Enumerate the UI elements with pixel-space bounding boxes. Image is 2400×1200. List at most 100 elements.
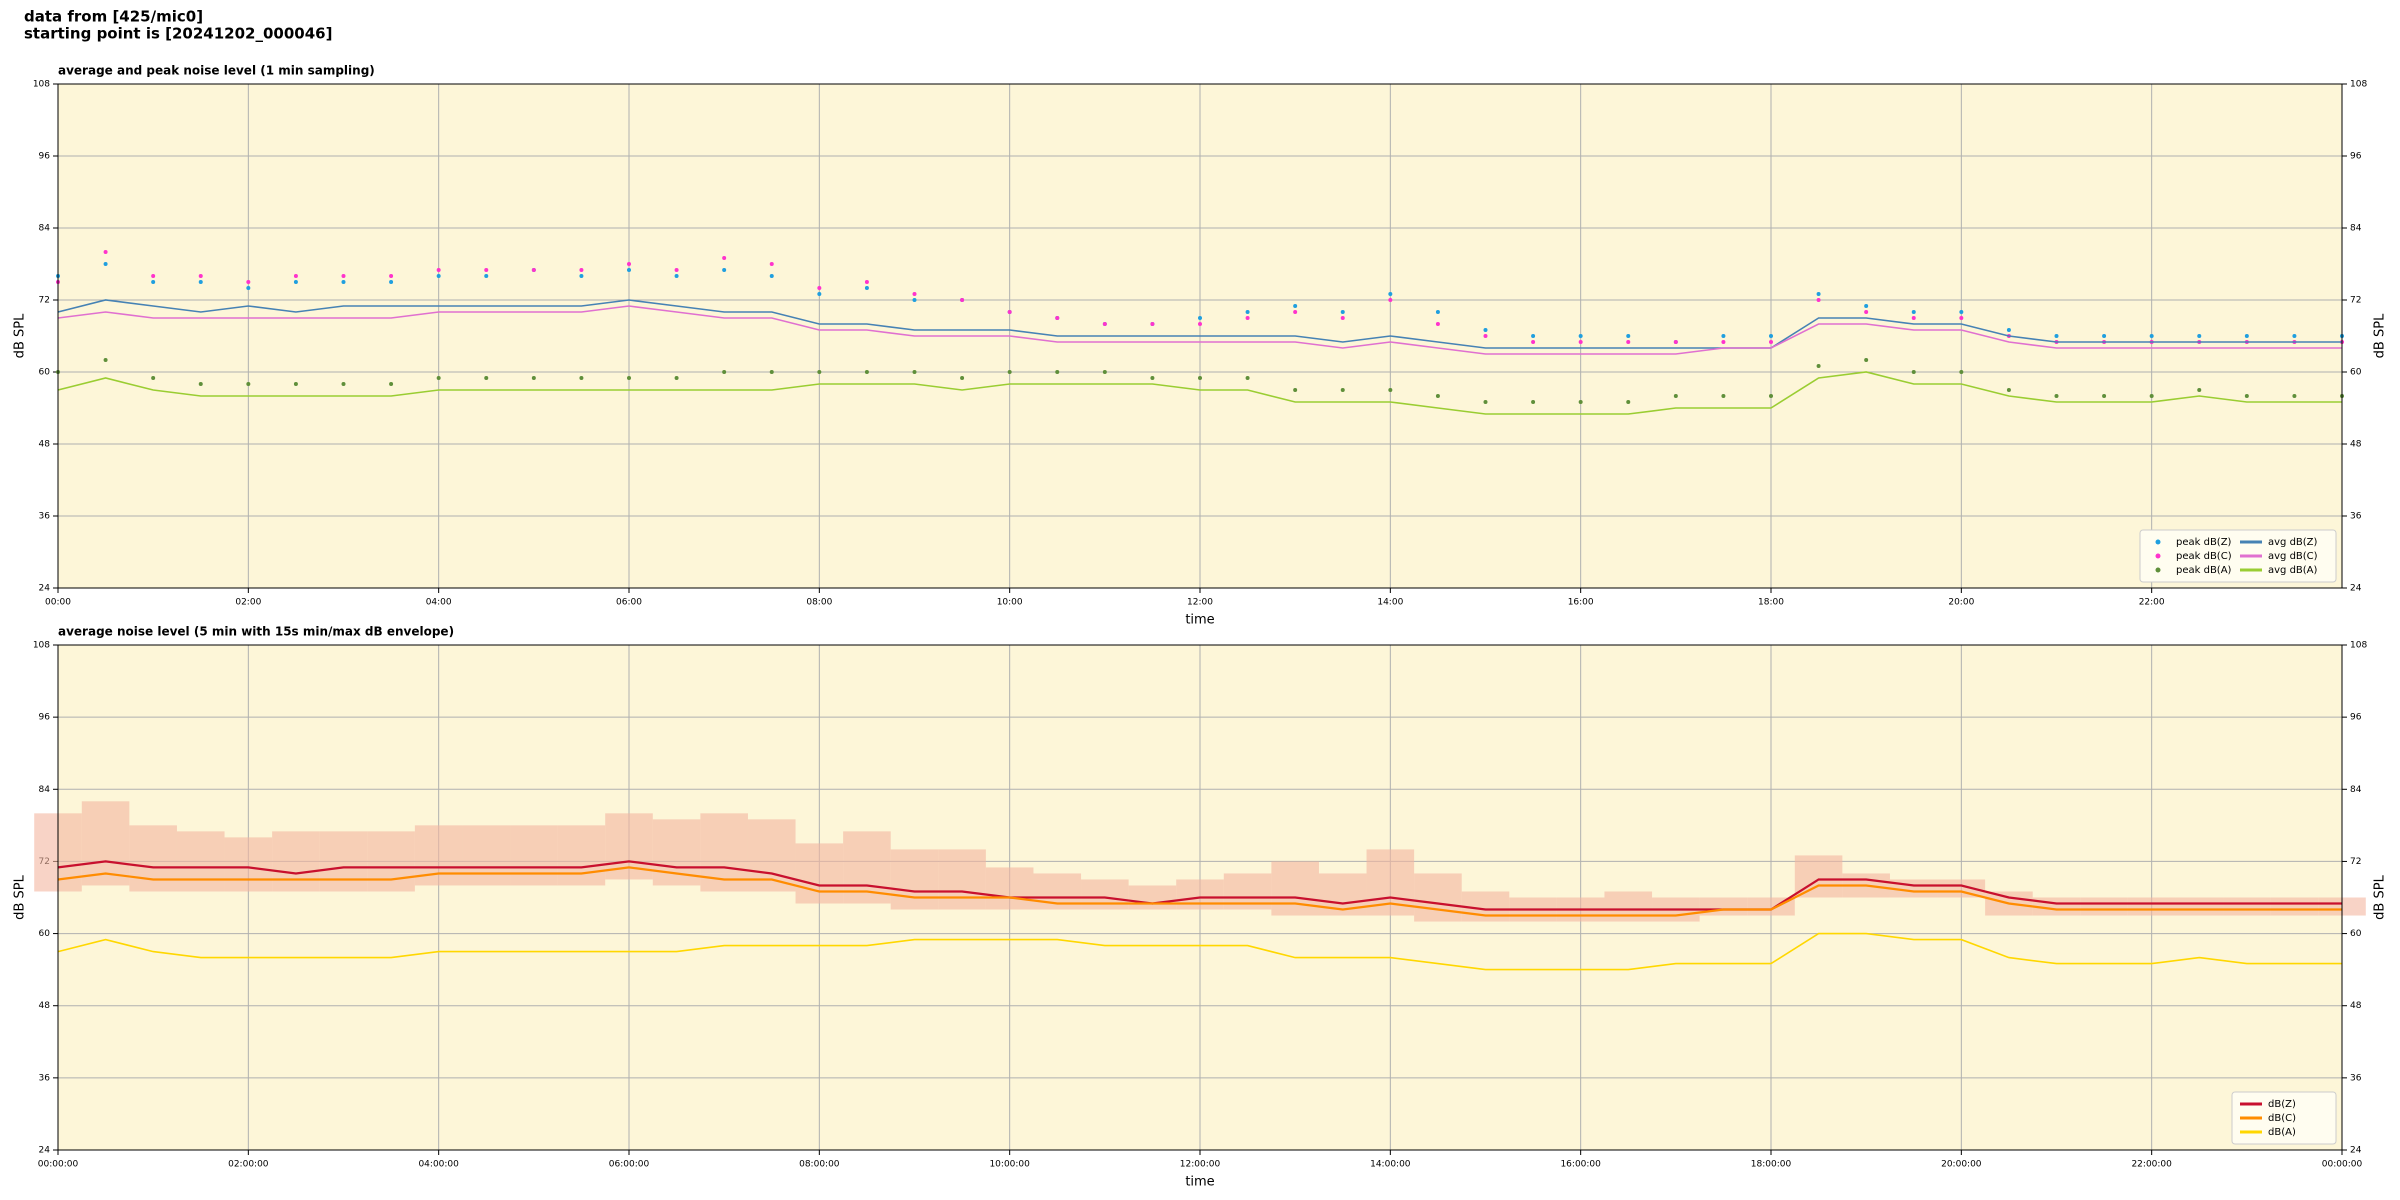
- legend-label: avg dB(C): [2268, 551, 2318, 562]
- y-axis-label: dB SPL: [2373, 874, 2388, 919]
- peak-dot: [627, 268, 631, 272]
- peak-dot: [1483, 334, 1488, 338]
- envelope: [1937, 879, 1986, 898]
- envelope: [2127, 897, 2176, 916]
- envelope: [890, 849, 939, 910]
- peak-dot: [2149, 394, 2154, 398]
- peak-dot: [198, 280, 203, 284]
- y-tick-label: 84: [2350, 224, 2362, 234]
- peak-dot: [579, 268, 584, 272]
- x-tick-label: 08:00:00: [799, 1160, 840, 1170]
- peak-dot: [1150, 322, 1155, 326]
- peak-dot: [2054, 394, 2059, 398]
- peak-dot: [1959, 316, 1964, 320]
- peak-dot: [1626, 340, 1631, 344]
- x-tick-label: 18:00: [1758, 598, 1784, 608]
- peak-dot: [2197, 388, 2202, 392]
- peak-dot: [1435, 322, 1440, 326]
- series-line: [57, 371, 2342, 415]
- peak-dot: [1388, 298, 1393, 302]
- envelope: [129, 825, 177, 892]
- y-tick-label: 96: [39, 152, 51, 162]
- legend-marker: [2155, 539, 2161, 545]
- y-tick-label: 48: [2350, 1001, 2362, 1011]
- peak-dot: [1864, 358, 1869, 362]
- peak-dot: [1673, 340, 1678, 344]
- peak-dot: [103, 250, 108, 254]
- x-tick-label: 00:00: [45, 598, 71, 608]
- y-tick-label: 108: [2350, 641, 2367, 651]
- x-tick-label: 12:00: [1187, 598, 1213, 608]
- series-line: [57, 866, 2342, 917]
- peak-dot: [1578, 340, 1583, 344]
- peak-dot: [817, 370, 822, 374]
- peak-dot: [1816, 364, 1821, 368]
- peak-dot: [579, 376, 584, 380]
- header-line: data from [425/mic0]: [24, 8, 203, 26]
- peak-dot: [246, 280, 251, 284]
- peak-dot: [1531, 340, 1536, 344]
- y-tick-label: 48: [39, 1001, 51, 1011]
- peak-dot: [674, 268, 679, 272]
- y-tick-label: 48: [2350, 440, 2362, 450]
- x-tick-label: 06:00:00: [609, 1160, 650, 1170]
- peak-dot: [1864, 310, 1869, 314]
- y-tick-label: 36: [2350, 512, 2362, 522]
- y-tick-label: 72: [2350, 296, 2361, 306]
- peak-dot: [1959, 370, 1964, 374]
- envelope: [938, 849, 986, 910]
- peak-dot: [1245, 316, 1250, 320]
- envelope: [795, 843, 844, 904]
- peak-dot: [1483, 400, 1488, 404]
- series-line: [57, 932, 2342, 971]
- envelope: [1271, 861, 1319, 916]
- envelope: [2270, 897, 2319, 916]
- x-axis-label: time: [1185, 1175, 1214, 1190]
- peak-dot: [484, 268, 489, 272]
- envelope: [1414, 873, 1462, 922]
- y-axis-label: dB SPL: [13, 874, 28, 919]
- peak-dot: [1293, 388, 1298, 392]
- peak-dot: [579, 274, 584, 278]
- peak-dot: [960, 376, 965, 380]
- peak-dot: [341, 274, 346, 278]
- envelope: [2080, 897, 2128, 916]
- peak-dot: [769, 262, 774, 266]
- x-axis-label: time: [1185, 613, 1214, 628]
- legend-marker: [2155, 567, 2161, 573]
- peak-dot: [293, 382, 298, 386]
- legend-label: avg dB(Z): [2268, 537, 2318, 548]
- peak-dot: [389, 280, 394, 284]
- envelope: [1176, 879, 1224, 910]
- peak-dot: [1626, 334, 1631, 338]
- peak-dot: [1721, 340, 1726, 344]
- peak-dot: [436, 268, 441, 272]
- series-line: [57, 305, 2342, 355]
- peak-dot: [1293, 310, 1298, 314]
- peak-dot: [1245, 376, 1250, 380]
- peak-dot: [864, 280, 869, 284]
- x-tick-label: 00:00:00: [2322, 1160, 2363, 1170]
- peak-dot: [151, 280, 156, 284]
- peak-dot: [246, 286, 251, 290]
- peak-dot: [1245, 310, 1250, 314]
- y-tick-label: 60: [2350, 368, 2362, 378]
- x-tick-label: 16:00: [1568, 598, 1594, 608]
- peak-dot: [151, 376, 156, 380]
- peak-dot: [2054, 334, 2059, 338]
- peak-dot: [1721, 334, 1726, 338]
- y-tick-label: 72: [39, 296, 50, 306]
- plot-frame: [57, 644, 2343, 1151]
- peak-dot: [912, 292, 917, 296]
- peak-dot: [484, 274, 489, 278]
- x-tick-label: 22:00: [2139, 598, 2165, 608]
- peak-dot: [1626, 400, 1631, 404]
- y-tick-label: 108: [33, 80, 50, 90]
- peak-dot: [293, 280, 298, 284]
- peak-dot: [2244, 394, 2249, 398]
- envelope: [81, 801, 130, 886]
- peak-dot: [341, 382, 346, 386]
- envelope: [985, 867, 1034, 910]
- y-tick-label: 36: [39, 512, 51, 522]
